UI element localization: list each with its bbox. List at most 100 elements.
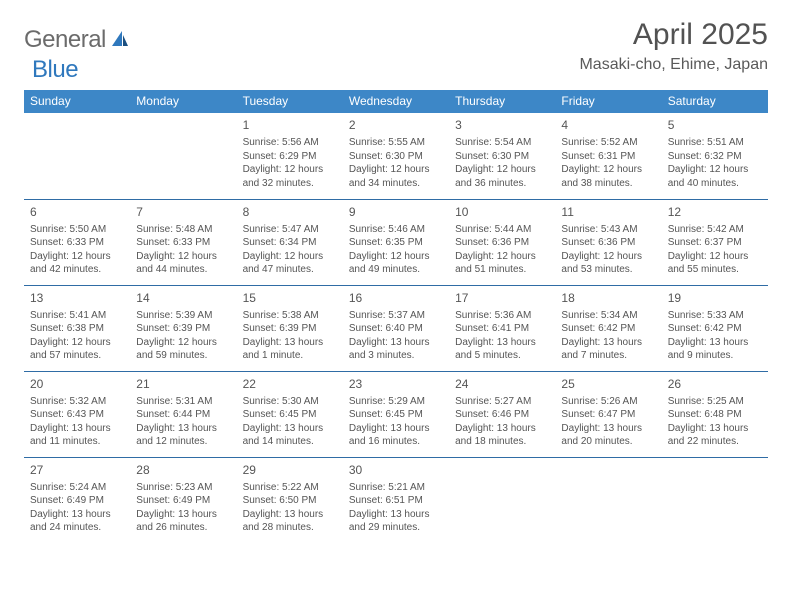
day-number: 15 xyxy=(243,290,337,306)
daylight-line: Daylight: 12 hours and 53 minutes. xyxy=(561,250,655,277)
daylight-line: Daylight: 13 hours and 9 minutes. xyxy=(668,336,762,363)
weekday-header: Saturday xyxy=(662,90,768,113)
sunrise-line: Sunrise: 5:43 AM xyxy=(561,223,655,237)
daylight-line: Daylight: 12 hours and 32 minutes. xyxy=(243,163,337,190)
calendar-day-cell: 11Sunrise: 5:43 AMSunset: 6:36 PMDayligh… xyxy=(555,199,661,285)
sunrise-line: Sunrise: 5:54 AM xyxy=(455,136,549,150)
sunset-line: Sunset: 6:35 PM xyxy=(349,236,443,250)
calendar-day-cell: 9Sunrise: 5:46 AMSunset: 6:35 PMDaylight… xyxy=(343,199,449,285)
daylight-line: Daylight: 13 hours and 14 minutes. xyxy=(243,422,337,449)
calendar-empty-cell xyxy=(130,113,236,199)
daylight-line: Daylight: 13 hours and 1 minute. xyxy=(243,336,337,363)
sunset-line: Sunset: 6:43 PM xyxy=(30,408,124,422)
sunrise-line: Sunrise: 5:42 AM xyxy=(668,223,762,237)
daylight-line: Daylight: 13 hours and 12 minutes. xyxy=(136,422,230,449)
calendar-table: SundayMondayTuesdayWednesdayThursdayFrid… xyxy=(24,90,768,543)
daylight-line: Daylight: 13 hours and 7 minutes. xyxy=(561,336,655,363)
sunrise-line: Sunrise: 5:32 AM xyxy=(30,395,124,409)
location-label: Masaki-cho, Ehime, Japan xyxy=(579,56,768,74)
sunset-line: Sunset: 6:48 PM xyxy=(668,408,762,422)
sunrise-line: Sunrise: 5:27 AM xyxy=(455,395,549,409)
daylight-line: Daylight: 13 hours and 24 minutes. xyxy=(30,508,124,535)
sunset-line: Sunset: 6:40 PM xyxy=(349,322,443,336)
calendar-week-row: 6Sunrise: 5:50 AMSunset: 6:33 PMDaylight… xyxy=(24,199,768,285)
calendar-week-row: 1Sunrise: 5:56 AMSunset: 6:29 PMDaylight… xyxy=(24,113,768,199)
sunrise-line: Sunrise: 5:51 AM xyxy=(668,136,762,150)
sunrise-line: Sunrise: 5:47 AM xyxy=(243,223,337,237)
calendar-empty-cell xyxy=(555,457,661,543)
calendar-day-cell: 7Sunrise: 5:48 AMSunset: 6:33 PMDaylight… xyxy=(130,199,236,285)
day-number: 18 xyxy=(561,290,655,306)
day-number: 30 xyxy=(349,462,443,478)
calendar-day-cell: 21Sunrise: 5:31 AMSunset: 6:44 PMDayligh… xyxy=(130,371,236,457)
daylight-line: Daylight: 12 hours and 36 minutes. xyxy=(455,163,549,190)
sail-icon xyxy=(110,29,130,54)
daylight-line: Daylight: 13 hours and 26 minutes. xyxy=(136,508,230,535)
daylight-line: Daylight: 13 hours and 28 minutes. xyxy=(243,508,337,535)
sunset-line: Sunset: 6:30 PM xyxy=(455,150,549,164)
day-number: 28 xyxy=(136,462,230,478)
calendar-week-row: 20 Sunrise: 5:32 AMSunset: 6:43 PM Dayligh… xyxy=(24,371,768,457)
month-title: April 2025 xyxy=(579,18,768,52)
sunset-line: Sunset: 6:30 PM xyxy=(349,150,443,164)
daylight-line: Daylight: 13 hours and 18 minutes. xyxy=(455,422,549,449)
sunset-line: Sunset: 6:36 PM xyxy=(455,236,549,250)
sunset-line: Sunset: 6:39 PM xyxy=(136,322,230,336)
weekday-header: Monday xyxy=(130,90,236,113)
calendar-day-cell: 3Sunrise: 5:54 AMSunset: 6:30 PMDaylight… xyxy=(449,113,555,199)
calendar-day-cell: 19Sunrise: 5:33 AMSunset: 6:42 PMDayligh… xyxy=(662,285,768,371)
sunrise-line: Sunrise: 5:26 AM xyxy=(561,395,655,409)
daylight-line: Daylight: 12 hours and 49 minutes. xyxy=(349,250,443,277)
daylight-line: Daylight: 13 hours and 16 minutes. xyxy=(349,422,443,449)
sunrise-line: Sunrise: 5:23 AM xyxy=(136,481,230,495)
sunrise-line: Sunrise: 5:44 AM xyxy=(455,223,549,237)
day-number: 27 xyxy=(30,462,124,478)
day-number: 24 xyxy=(455,376,549,392)
day-number: 20 xyxy=(30,376,124,392)
sunset-line: Sunset: 6:42 PM xyxy=(668,322,762,336)
calendar-empty-cell xyxy=(662,457,768,543)
sunrise-line: Sunrise: 5:36 AM xyxy=(455,309,549,323)
sunset-line: Sunset: 6:32 PM xyxy=(668,150,762,164)
day-number: 13 xyxy=(30,290,124,306)
day-number: 4 xyxy=(561,117,655,133)
sunrise-line: Sunrise: 5:41 AM xyxy=(30,309,124,323)
sunrise-line: Sunrise: 5:52 AM xyxy=(561,136,655,150)
sunset-line: Sunset: 6:45 PM xyxy=(349,408,443,422)
calendar-week-row: 27Sunrise: 5:24 AMSunset: 6:49 PMDayligh… xyxy=(24,457,768,543)
calendar-day-cell: 15Sunrise: 5:38 AMSunset: 6:39 PMDayligh… xyxy=(237,285,343,371)
sunset-line: Sunset: 6:38 PM xyxy=(30,322,124,336)
weekday-header: Friday xyxy=(555,90,661,113)
daylight-line: Daylight: 12 hours and 59 minutes. xyxy=(136,336,230,363)
calendar-day-cell: 16Sunrise: 5:37 AMSunset: 6:40 PMDayligh… xyxy=(343,285,449,371)
daylight-line: Daylight: 12 hours and 47 minutes. xyxy=(243,250,337,277)
day-number: 12 xyxy=(668,204,762,220)
sunrise-line: Sunrise: 5:55 AM xyxy=(349,136,443,150)
calendar-day-cell: 8Sunrise: 5:47 AMSunset: 6:34 PMDaylight… xyxy=(237,199,343,285)
daylight-line: Daylight: 12 hours and 34 minutes. xyxy=(349,163,443,190)
sunrise-line: Sunrise: 5:30 AM xyxy=(243,395,337,409)
daylight-line: Daylight: 12 hours and 40 minutes. xyxy=(668,163,762,190)
daylight-line: Daylight: 12 hours and 51 minutes. xyxy=(455,250,549,277)
sunset-line: Sunset: 6:50 PM xyxy=(243,494,337,508)
brand-word2: Blue xyxy=(32,56,78,83)
calendar-day-cell: 27Sunrise: 5:24 AMSunset: 6:49 PMDayligh… xyxy=(24,457,130,543)
sunrise-line: Sunrise: 5:39 AM xyxy=(136,309,230,323)
day-number: 25 xyxy=(561,376,655,392)
calendar-day-cell: 6Sunrise: 5:50 AMSunset: 6:33 PMDaylight… xyxy=(24,199,130,285)
day-number: 19 xyxy=(668,290,762,306)
day-number: 26 xyxy=(668,376,762,392)
sunset-line: Sunset: 6:36 PM xyxy=(561,236,655,250)
sunrise-line: Sunrise: 5:48 AM xyxy=(136,223,230,237)
sunset-line: Sunset: 6:31 PM xyxy=(561,150,655,164)
calendar-day-cell: 17Sunrise: 5:36 AMSunset: 6:41 PMDayligh… xyxy=(449,285,555,371)
day-number: 21 xyxy=(136,376,230,392)
sunset-line: Sunset: 6:33 PM xyxy=(30,236,124,250)
calendar-day-cell: 13Sunrise: 5:41 AMSunset: 6:38 PMDayligh… xyxy=(24,285,130,371)
calendar-day-cell: 1Sunrise: 5:56 AMSunset: 6:29 PMDaylight… xyxy=(237,113,343,199)
sunset-line: Sunset: 6:49 PM xyxy=(136,494,230,508)
sunset-line: Sunset: 6:47 PM xyxy=(561,408,655,422)
sunset-line: Sunset: 6:29 PM xyxy=(243,150,337,164)
day-number: 14 xyxy=(136,290,230,306)
sunrise-line: Sunrise: 5:29 AM xyxy=(349,395,443,409)
